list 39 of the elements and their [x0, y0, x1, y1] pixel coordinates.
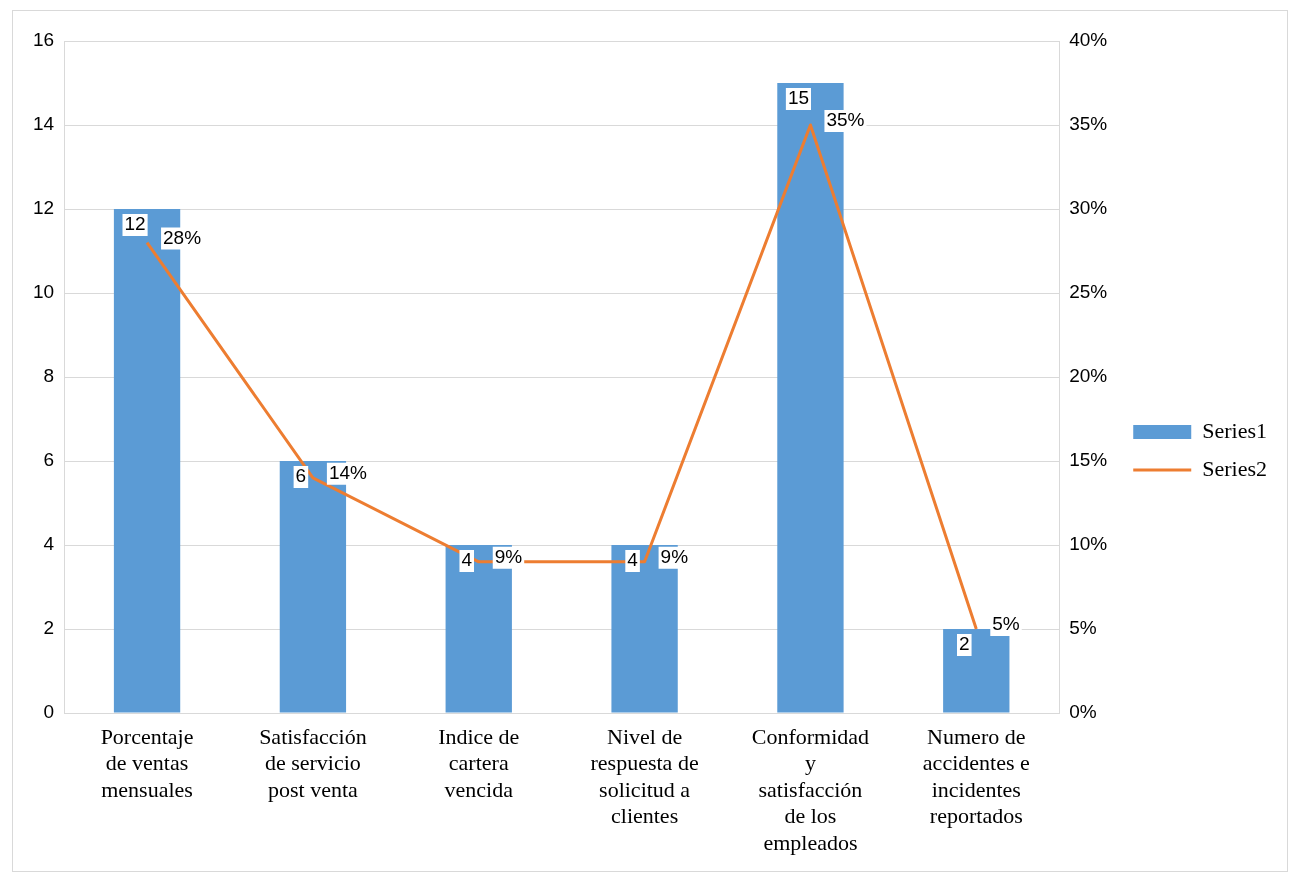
y2-tick-label: 5%	[1069, 617, 1097, 639]
y2-tick-label: 25%	[1069, 281, 1108, 303]
x-tick-label: Satisfacción de servicio post venta	[259, 723, 367, 802]
y2-tick-label: 35%	[1069, 113, 1108, 135]
legend-label: Series2	[1202, 455, 1267, 481]
legend-label: Series1	[1202, 417, 1267, 443]
y-tick-label: 2	[43, 617, 55, 639]
data-label: 4	[461, 549, 473, 571]
data-label: 35%	[826, 109, 865, 131]
x-tick-label: Indice de cartera vencida	[438, 723, 520, 802]
data-label: 9%	[494, 546, 523, 568]
data-label: 9%	[660, 546, 689, 568]
data-label: 4	[627, 549, 639, 571]
y2-tick-label: 10%	[1069, 533, 1108, 555]
y-tick-label: 10	[32, 281, 55, 303]
x-tick-label: Porcentaje de ventas mensuales	[100, 723, 194, 802]
data-label: 6	[295, 465, 307, 487]
y-tick-label: 8	[43, 365, 55, 387]
y-tick-label: 14	[32, 113, 55, 135]
data-label: 14%	[328, 462, 368, 484]
y2-tick-label: 30%	[1069, 197, 1108, 219]
bar	[943, 629, 1010, 713]
x-tick-label: Numero de accidentes e incidentes reportados	[922, 723, 1030, 829]
data-label: 5%	[992, 613, 1020, 635]
data-label: 15	[787, 87, 810, 109]
x-tick-label: Conformidad y satisfacción de los empleados	[751, 723, 870, 855]
data-label: 2	[959, 633, 970, 655]
y2-tick-label: 20%	[1069, 365, 1108, 387]
y2-tick-label: 15%	[1069, 449, 1108, 471]
x-tick-label: Nivel de respuesta de solicitud a clientes	[590, 723, 699, 829]
y-tick-label: 16	[32, 29, 55, 51]
data-label: 28%	[163, 226, 202, 248]
y-tick-label: 12	[32, 197, 55, 219]
data-label: 12	[124, 213, 146, 235]
y2-tick-label: 0%	[1069, 701, 1097, 723]
y-tick-label: 6	[43, 449, 55, 471]
y-tick-label: 4	[43, 533, 55, 555]
y-tick-label: 0	[43, 701, 55, 723]
y2-tick-label: 40%	[1069, 29, 1108, 51]
